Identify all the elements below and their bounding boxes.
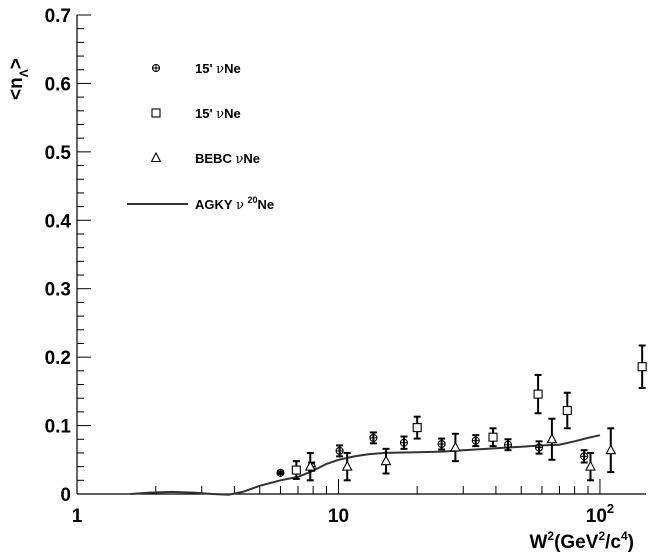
- data-points: [276, 344, 647, 482]
- data-point: [585, 460, 596, 471]
- x-tick-label: 1: [72, 506, 83, 527]
- crossed-circle-series: [276, 431, 589, 477]
- data-point: [335, 446, 344, 455]
- data-point: [562, 405, 572, 416]
- data-point: [437, 439, 446, 449]
- y-tick-label: 0: [60, 485, 71, 506]
- data-point: [503, 440, 513, 449]
- legend-open-square-swatch: [151, 108, 161, 118]
- legend-open-triangle-swatch: [150, 151, 162, 163]
- data-point: [637, 362, 647, 372]
- x-tick-label: 10: [328, 506, 349, 527]
- x-axis-title: W2(GeV2/c4): [529, 529, 634, 553]
- legend-entry-label: 15' νNe: [195, 106, 241, 122]
- axis-ticks: 0 0.1 0.2 0.3 0.4 0.5 0.6 0.7 1 10 102: [45, 6, 615, 527]
- y-tick-label: 0.5: [45, 143, 72, 164]
- data-point: [291, 465, 301, 475]
- data-point: [535, 443, 544, 452]
- plot-frame: [76, 15, 646, 495]
- data-point: [471, 436, 480, 445]
- y-tick-label: 0.6: [45, 74, 71, 95]
- data-point: [341, 460, 353, 471]
- open-triangle-series: [304, 417, 617, 482]
- data-point: [488, 432, 498, 442]
- data-point: [380, 454, 392, 466]
- y-axis-title: <nΛ>: [6, 58, 31, 100]
- y-tick-label: 0.7: [45, 6, 71, 27]
- x-tick-label: 102: [586, 501, 614, 527]
- open-square-series: [291, 344, 647, 480]
- legend: 15' νNe 15' νNe BEBC νNe AGKY ν 20Ne: [127, 61, 274, 213]
- data-point: [276, 468, 285, 477]
- axis-labels: W2(GeV2/c4) <nΛ>: [6, 58, 634, 553]
- legend-entry-label: BEBC νNe: [195, 151, 260, 167]
- agky-prediction-line: [130, 434, 601, 496]
- data-point: [546, 433, 558, 444]
- legend-entry-label: 15' νNe: [195, 61, 241, 77]
- data-point: [412, 423, 422, 433]
- y-tick-label: 0.2: [45, 348, 71, 369]
- data-point: [580, 452, 589, 461]
- y-tick-label: 0.1: [45, 417, 72, 438]
- data-point: [605, 444, 617, 455]
- data-point: [304, 460, 316, 471]
- data-point: [449, 441, 461, 452]
- agky-curve: [130, 434, 601, 496]
- y-tick-label: 0.4: [45, 211, 72, 232]
- data-point: [399, 438, 409, 447]
- data-point: [533, 389, 543, 399]
- y-tick-label: 0.3: [45, 280, 71, 301]
- legend-entry-label: AGKY ν 20Ne: [195, 195, 274, 213]
- data-point: [369, 433, 378, 442]
- legend-crossed-circle-swatch: [151, 63, 161, 73]
